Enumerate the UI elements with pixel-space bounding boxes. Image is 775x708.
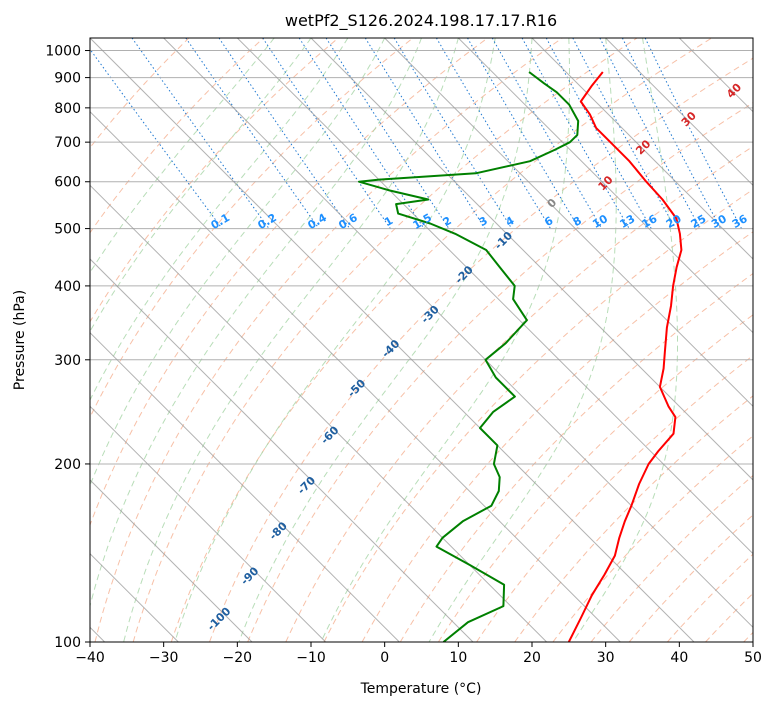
isotherm-line — [90, 405, 327, 642]
mixing-ratio-line — [393, 38, 513, 229]
mixing-ratio-line — [90, 48, 223, 229]
y-tick-label: 600 — [54, 175, 81, 191]
x-tick-label: −10 — [296, 650, 326, 666]
moist-adiabat — [123, 38, 459, 642]
y-tick-label: 1000 — [45, 44, 81, 60]
y-tick-label: 300 — [54, 353, 81, 369]
mixing-ratio-line — [185, 38, 320, 229]
isotherm-line — [531, 38, 753, 260]
moist-adiabat — [572, 38, 678, 642]
moist-adiabat — [238, 38, 533, 642]
y-axis-label: Pressure (hPa) — [12, 290, 28, 390]
isotherms — [90, 38, 753, 642]
mixing-ratio-line — [572, 38, 676, 229]
y-axis-ticks: 100 200 300 400 500 600 700 800 900 1000 — [45, 44, 90, 651]
isotherm-line — [90, 258, 474, 642]
isotherm-line — [605, 38, 753, 187]
x-tick-label: 10 — [449, 650, 467, 666]
dry-adiabat — [552, 435, 753, 642]
y-tick-label: 100 — [54, 635, 81, 651]
y-tick-label: 500 — [54, 222, 81, 238]
y-tick-label: 800 — [54, 101, 81, 117]
dry-adiabat — [94, 38, 563, 642]
isotherm-line — [163, 38, 753, 629]
isotherm-line — [90, 479, 253, 642]
dry-adiabat — [90, 38, 488, 527]
mixing-ratio-line — [521, 38, 630, 229]
x-tick-label: 40 — [670, 650, 688, 666]
y-tick-label: 200 — [54, 457, 81, 473]
dry-adiabat — [285, 145, 753, 642]
pressure-gridlines — [90, 50, 753, 642]
y-tick-label: 900 — [54, 71, 81, 87]
mixing-ratio-line — [262, 38, 391, 229]
isotherm-line — [457, 38, 753, 334]
y-tick-label: 700 — [54, 135, 81, 151]
isotherm-line — [384, 38, 753, 408]
dewpoint-profile — [358, 71, 580, 642]
mixing-ratio-line — [298, 38, 425, 229]
x-axis-ticks: −40 −30 −20 −10 0 10 20 30 40 50 — [75, 642, 762, 666]
moist-adiabat — [90, 38, 349, 402]
dry-adiabat — [170, 38, 712, 642]
dry-adiabat — [323, 188, 753, 642]
moist-adiabats — [90, 38, 678, 642]
mixing-ratio-line — [218, 38, 351, 229]
moist-adiabat — [90, 38, 275, 274]
sounding-series — [358, 71, 683, 642]
mixing-ratio-line — [621, 38, 722, 229]
x-axis-label: Temperature (°C) — [360, 681, 482, 697]
isotherm-line — [90, 331, 400, 642]
isotherm-line — [310, 38, 753, 481]
x-tick-label: 50 — [744, 650, 762, 666]
dry-adiabat — [90, 38, 339, 323]
dry-adiabat — [90, 38, 414, 419]
dry-adiabat — [247, 102, 753, 642]
mixing-ratio-line — [644, 38, 742, 229]
dry-adiabat — [90, 38, 264, 234]
isotherm-line — [90, 110, 621, 642]
temperature-profile — [567, 71, 683, 642]
dry-adiabat — [590, 474, 753, 642]
moist-adiabat — [320, 38, 570, 642]
x-tick-label: −40 — [75, 650, 105, 666]
moist-adiabat — [174, 38, 496, 642]
moist-adiabat — [428, 38, 617, 642]
dry-adiabat — [209, 57, 753, 642]
x-tick-label: 20 — [523, 650, 541, 666]
x-tick-label: 0 — [380, 650, 389, 666]
isotherm-line — [90, 184, 548, 642]
y-tick-label: 400 — [54, 279, 81, 295]
mixing-ratio-line — [545, 38, 652, 229]
plot-frame — [89, 37, 754, 643]
dry-adiabat — [437, 314, 753, 642]
x-tick-label: 30 — [597, 650, 615, 666]
chart-title: wetPf2_S126.2024.198.17.17.R16 — [285, 11, 557, 31]
moist-adiabat — [90, 38, 422, 608]
x-tick-label: −30 — [149, 650, 179, 666]
isotherm-line — [236, 38, 753, 555]
dry-adiabat — [132, 38, 638, 642]
mixing-ratio-lines — [90, 38, 742, 229]
mixing-ratio-line — [325, 38, 450, 229]
x-tick-label: −20 — [223, 650, 253, 666]
isotherm-line — [90, 38, 695, 642]
moist-adiabat — [90, 38, 386, 487]
